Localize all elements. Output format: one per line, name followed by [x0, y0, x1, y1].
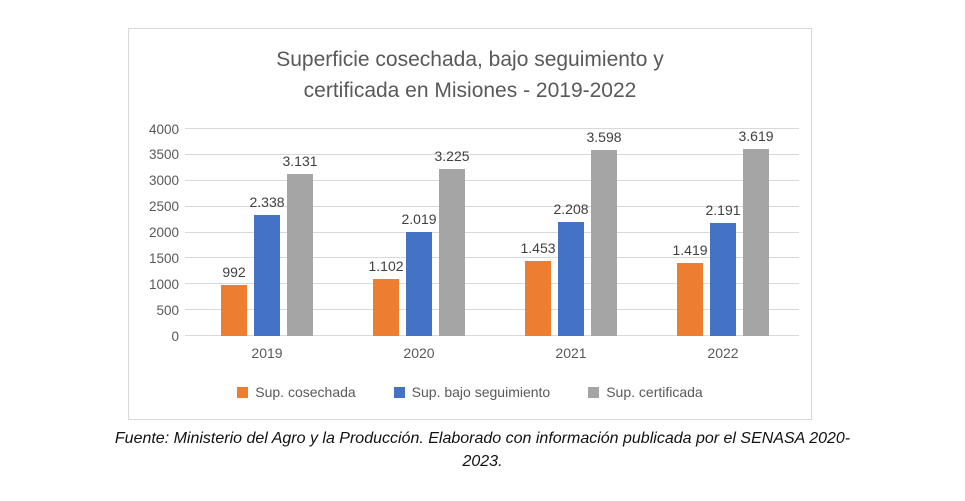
category-group-2019: 992 2.338 3.131 [191, 129, 343, 336]
legend-label: Sup. cosechada [255, 384, 356, 400]
bar-value-label: 2.208 [553, 200, 589, 217]
bar-value-label: 1.453 [520, 239, 556, 256]
bar-value-label: 2.019 [401, 210, 437, 227]
bar [221, 284, 247, 336]
y-tick-label: 2000 [148, 224, 179, 240]
source-note: Fuente: Ministerio del Agro y la Producc… [0, 427, 965, 473]
legend-item: Sup. bajo seguimiento [393, 384, 551, 400]
bar-holder: 1.453 [520, 129, 556, 336]
bar [558, 221, 584, 336]
y-tick-label: 1000 [148, 276, 179, 292]
bar-holder: 2.191 [705, 129, 741, 336]
legend-item: Sup. certificada [588, 384, 703, 400]
bar [591, 149, 617, 336]
y-tick-label: 3000 [148, 173, 179, 188]
bar-holder: 2.019 [401, 129, 437, 336]
gridline [185, 309, 799, 311]
bar [287, 173, 313, 336]
gridline [185, 205, 799, 207]
legend: Sup. cosechada Sup. bajo seguimiento Sup. … [129, 384, 811, 400]
bar [439, 169, 465, 336]
bar-value-label: 2.191 [705, 201, 741, 218]
y-tick-label: 500 [156, 302, 179, 318]
bar-value-label: 992 [222, 263, 246, 280]
bar [743, 148, 769, 336]
x-tick-label: 2020 [403, 345, 435, 361]
bar-value-label: 3.598 [586, 128, 622, 145]
bar-value-label: 1.102 [368, 257, 404, 274]
category-group-2021: 1.453 2.208 3.598 [495, 129, 647, 336]
y-axis: 0 500 1000 1500 2000 2500 3000 3500 4000 [129, 122, 185, 342]
y-tick-label: 1500 [148, 250, 179, 266]
bar-holder: 3.225 [434, 129, 470, 336]
bar-holder: 992 [221, 129, 247, 336]
legend-swatch [237, 386, 249, 398]
bar [525, 260, 551, 336]
bars: 992 2.338 3.131 1.102 2.019 3.225 1.453 2.208 3.… [191, 128, 799, 336]
chart-card: Superficie cosechada, bajo seguimiento y… [128, 28, 812, 420]
bar [373, 278, 399, 336]
gridline [185, 153, 799, 155]
bar-holder: 3.131 [282, 129, 318, 336]
bar-holder: 3.598 [586, 129, 622, 336]
bar-holder: 1.102 [368, 129, 404, 336]
bar-holder: 1.419 [672, 129, 708, 336]
bar-value-label: 1.419 [672, 241, 708, 258]
legend-item: Sup. cosechada [237, 384, 356, 400]
bar-value-label: 3.131 [282, 152, 318, 169]
y-tick-label: 0 [171, 328, 179, 344]
chart-title: Superficie cosechada, bajo seguimiento y… [129, 44, 811, 106]
y-tick-label: 3500 [148, 147, 179, 163]
bar [254, 215, 280, 336]
source-note-line2: 2023. [462, 453, 503, 470]
bar-value-label: 3.225 [434, 148, 470, 165]
gridlines [185, 128, 799, 336]
x-axis-line [185, 335, 799, 336]
bar [406, 231, 432, 336]
bar-holder: 3.619 [738, 128, 774, 336]
gridline [185, 128, 799, 129]
x-tick-label: 2021 [555, 345, 587, 361]
bar-holder: 2.208 [553, 129, 589, 336]
chart-title-line1: Superficie cosechada, bajo seguimiento y [276, 48, 664, 71]
gridline [185, 231, 799, 233]
category-group-2022: 1.419 2.191 3.619 [647, 128, 799, 336]
bar-value-label: 3.619 [738, 127, 774, 144]
plot-area: 992 2.338 3.131 1.102 2.019 3.225 1.453 2.208 3.… [185, 128, 799, 336]
legend-swatch [393, 386, 405, 398]
category-group-2020: 1.102 2.019 3.225 [343, 129, 495, 336]
gridline [185, 257, 799, 259]
y-tick-label: 2500 [148, 198, 179, 214]
bar [710, 222, 736, 336]
bar [677, 262, 703, 336]
gridline [185, 179, 799, 181]
legend-label: Sup. bajo seguimiento [411, 384, 551, 400]
chart-title-line2: certificada en Misiones - 2019-2022 [303, 79, 637, 102]
x-tick-label: 2019 [251, 345, 283, 361]
gridline [185, 283, 799, 285]
y-tick-label: 4000 [148, 121, 179, 137]
legend-label: Sup. certificada [606, 384, 703, 400]
x-axis: 2019 2020 2021 2022 [191, 345, 799, 361]
bar-holder: 2.338 [249, 129, 285, 336]
x-tick-label: 2022 [707, 345, 739, 361]
legend-swatch [588, 386, 600, 398]
bar-value-label: 2.338 [249, 194, 285, 211]
source-note-line1: Fuente: Ministerio del Agro y la Producc… [114, 430, 851, 447]
